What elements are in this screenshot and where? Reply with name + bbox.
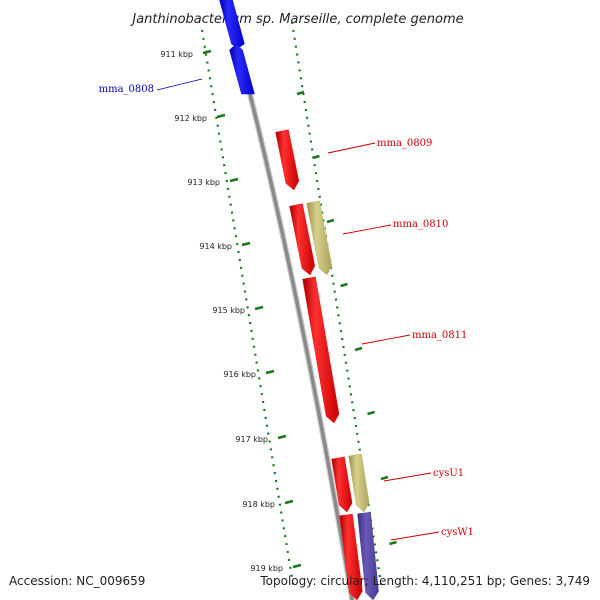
kbp-tick-label: 912 kbp xyxy=(174,114,207,123)
gene-mma-0810[interactable] xyxy=(289,203,316,276)
genome-summary: Topology: circular; Length: 4,110,251 bp… xyxy=(260,574,590,588)
kbp-tick: 913 kbp xyxy=(187,177,335,224)
kbp-ticks: 911 kbp 912 kbp 913 kbp 914 kbp 915 kbp 916 k… xyxy=(160,49,397,573)
kbp-tick: 918 kbp xyxy=(242,499,397,546)
gene-label[interactable]: mma_0808 xyxy=(99,84,154,95)
kbp-tick-label: 911 kbp xyxy=(160,50,193,59)
gene-label-leader xyxy=(383,472,432,482)
kbp-tick: 916 kbp xyxy=(223,369,375,416)
kbp-tick-label: 915 kbp xyxy=(212,306,245,315)
gene-arrow[interactable] xyxy=(331,456,353,513)
kbp-tick-label: 919 kbp xyxy=(250,564,283,573)
cog-feature xyxy=(306,200,333,276)
cog-track xyxy=(306,200,379,600)
gene-arrow[interactable] xyxy=(339,513,363,600)
kbp-tick: 915 kbp xyxy=(212,305,363,352)
gene-arrow[interactable] xyxy=(302,276,340,424)
gene-label[interactable]: cysU1 xyxy=(433,468,464,479)
left-ruler-line xyxy=(200,29,296,591)
kbp-tick: 914 kbp xyxy=(199,241,348,288)
kbp-tick-label: 918 kbp xyxy=(242,500,275,509)
gene-label[interactable]: cysW1 xyxy=(441,527,474,538)
cog-feature xyxy=(348,453,370,513)
gene-label[interactable]: mma_0810 xyxy=(393,219,448,230)
accession-label: Accession: NC_009659 xyxy=(9,574,146,588)
gene-arrow[interactable] xyxy=(229,43,255,95)
cog-feature xyxy=(357,512,379,600)
dotted-rulers xyxy=(200,21,384,591)
gene-arrow[interactable] xyxy=(219,0,245,49)
gene-mma-0809[interactable] xyxy=(275,129,300,191)
gene-track xyxy=(219,0,363,600)
kbp-tick: 912 kbp xyxy=(174,113,320,160)
gene-label-leader xyxy=(156,78,203,91)
kbp-tick: 919 kbp xyxy=(250,563,302,573)
gene-mma-0811[interactable] xyxy=(302,276,340,424)
kbp-tick-label: 917 kbp xyxy=(235,435,268,444)
gene-label-leader xyxy=(327,142,376,154)
map-title: Janthinobacterium sp. Marseille, complet… xyxy=(129,12,463,27)
gene-arrow[interactable] xyxy=(275,129,300,191)
kbp-tick-label: 914 kbp xyxy=(199,242,232,251)
gene-arrow[interactable] xyxy=(289,203,316,276)
gene-label-leader xyxy=(361,334,411,345)
gene-label[interactable]: mma_0811 xyxy=(412,330,467,341)
gene-label-leader xyxy=(390,531,440,541)
kbp-tick-label: 916 kbp xyxy=(223,370,256,379)
gene-cysw1[interactable] xyxy=(339,513,363,600)
kbp-tick: 917 kbp xyxy=(235,434,389,481)
gene-mma-0808[interactable] xyxy=(219,0,255,95)
gene-label-leader xyxy=(342,224,392,235)
gene-labels: mma_0808 mma_0809 mma_0810 mma_0811 cysU1 cys… xyxy=(99,78,474,541)
kbp-tick: 911 kbp xyxy=(160,49,305,96)
gene-cysu1[interactable] xyxy=(331,456,353,513)
kbp-tick-label: 913 kbp xyxy=(187,178,220,187)
gene-label[interactable]: mma_0809 xyxy=(377,138,432,149)
